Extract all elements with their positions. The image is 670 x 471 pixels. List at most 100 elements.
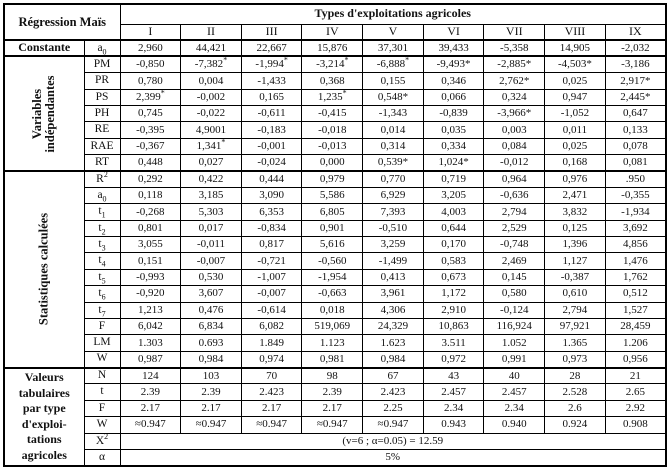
row-label-f: F	[83, 399, 121, 418]
cell-t-2-II: 0,017	[180, 219, 242, 238]
cell-a-0-VI: 3,205	[422, 186, 485, 205]
row-label-re: RE	[83, 121, 121, 139]
cell-f-VI: 2.34	[422, 399, 485, 418]
cell-t-1-VIII: 3,832	[544, 203, 606, 221]
cell-ps-VI: 0,066	[422, 88, 485, 107]
cell-a-0-VIII: 2,471	[544, 186, 606, 205]
cell-t-5-I: -0,993	[119, 268, 182, 287]
cell-pm-IX: -3,186	[604, 55, 667, 74]
cell-lm-I: 1.303	[119, 334, 182, 352]
cell-re-VI: 0,035	[422, 121, 485, 139]
cell-f-V: 2.25	[362, 399, 424, 418]
cell-ps-IX: 2,445*	[604, 88, 667, 107]
cell-f-VIII: 2.6	[544, 399, 606, 418]
cell-r-2-IX: .950	[604, 169, 667, 188]
table-row: Statistiques calculées R2 0,292 0,422 0,444 0…	[3, 169, 667, 368]
cell-re-IX: 0,133	[604, 121, 667, 139]
cell-t-2-V: -0,510	[362, 219, 424, 238]
cell-rae-IV: -0,013	[301, 137, 364, 156]
cell-pm-V: -6,888*	[362, 55, 424, 74]
cell-n-IX: 21	[604, 366, 667, 385]
table-corner-title: Régression Maïs	[3, 3, 121, 41]
cell-t-1-II: 5,303	[180, 203, 242, 221]
cell-w-II: ≈0.947	[180, 416, 242, 434]
cell-w-IV: 0,981	[301, 350, 364, 369]
cell-w-V: 0,984	[362, 350, 424, 369]
cell-rae-IX: 0,078	[604, 137, 667, 156]
row-label-lm: LM	[83, 334, 121, 352]
cell-t-6-IV: -0,663	[301, 285, 364, 303]
row-label-: α	[83, 448, 121, 467]
cell-rt-II: 0,027	[180, 154, 242, 172]
cell-pm-II: -7,382*	[180, 55, 242, 74]
cell-a-0-VIII: 14,905	[544, 38, 606, 57]
cell-w-III: ≈0.947	[240, 416, 303, 434]
table-row: PS 2,399* -0,002 0,165 1,235* 0,548* 0,066 0,32…	[4, 88, 667, 107]
cell-pr-VII: 2,762*	[483, 72, 546, 90]
cell-ps-II: -0,002	[180, 88, 242, 107]
cell-t-1-I: -0,268	[119, 203, 182, 221]
table-row: t5 -0,993 0,530 -1,007 -1,954 0,413 0,673 0,145…	[4, 268, 667, 287]
cell-ph-V: -1,343	[362, 104, 424, 123]
cell-f-II: 6,834	[180, 317, 242, 336]
cell-ph-II: -0,022	[180, 104, 242, 123]
row-label-t-1: t1	[83, 203, 121, 221]
row-label-rae: RAE	[83, 137, 121, 156]
cell-t-V: 2.423	[362, 383, 424, 401]
cell-n-VII: 40	[483, 366, 546, 385]
group-label-text: Statistiques calculées	[36, 213, 51, 326]
cell-t-5-V: 0,413	[362, 268, 424, 287]
merged-cell-x-2: (v=6 ; α=0.05) = 12.59	[119, 432, 667, 450]
cell-t-5-VI: 0,673	[422, 268, 485, 287]
cell-t-II: 2.39	[180, 383, 242, 401]
cell-a-0-II: 44,421	[180, 38, 242, 57]
row-label-ps: PS	[83, 88, 121, 107]
cell-ph-IV: -0,415	[301, 104, 364, 123]
cell-n-II: 103	[180, 366, 242, 385]
cell-ps-V: 0,548*	[362, 88, 424, 107]
cell-t-1-III: 6,353	[240, 203, 303, 221]
cell-a-0-VI: 39,433	[422, 38, 485, 57]
cell-a-0-III: 22,667	[240, 38, 303, 57]
cell-re-VIII: 0,011	[544, 121, 606, 139]
cell-t-6-III: -0,007	[240, 285, 303, 303]
cell-t-2-I: 0,801	[119, 219, 182, 238]
cell-ph-VIII: -1,052	[544, 104, 606, 123]
table-row: t 2.39 2.39 2.423 2.39 2.423 2.457 2.457 2.528 2.…	[4, 383, 667, 401]
cell-f-IX: 28,459	[604, 317, 667, 336]
cell-a-0-V: 6,929	[362, 186, 424, 205]
cell-rae-VI: 0,334	[422, 137, 485, 156]
row-label-w: W	[83, 350, 121, 369]
cell-n-I: 124	[119, 366, 182, 385]
cell-rt-VI: 1,024*	[422, 154, 485, 172]
cell-a-0-VII: -5,358	[483, 38, 546, 57]
cell-lm-VIII: 1.365	[544, 334, 606, 352]
row-label-r-2: R2	[83, 169, 121, 188]
cell-t-4-VII: 2,469	[483, 252, 546, 270]
cell-r-2-I: 0,292	[119, 169, 182, 188]
cell-r-2-VII: 0,964	[483, 169, 546, 188]
cell-t-4-III: -0,721	[240, 252, 303, 270]
cell-f-VI: 10,863	[422, 317, 485, 336]
cell-t-6-IX: 0,512	[604, 285, 667, 303]
column-header-VII: VII	[483, 23, 546, 41]
row-label-t-7: t7	[83, 301, 121, 319]
cell-pr-V: 0,155	[362, 72, 424, 90]
cell-t-I: 2.39	[119, 383, 182, 401]
table-row: X2 (v=6 ; α=0.05) = 12.59	[4, 432, 667, 450]
cell-t-3-I: 3,055	[119, 235, 182, 254]
table-row: RT 0,448 0,027 -0,024 0,000 0,539* 1,024* -0,01…	[4, 154, 667, 172]
cell-t-2-VI: 0,644	[422, 219, 485, 238]
group-label-valeurs-tabulaires-par-type-d-exploitations-agricoles: Valeurs tabulaires par type d'exploi-tation…	[3, 366, 85, 467]
cell-f-III: 2.17	[240, 399, 303, 418]
cell-f-IV: 2.17	[301, 399, 364, 418]
cell-re-I: -0,395	[119, 121, 182, 139]
table-row: RAE -0,367 1,341* -0,001 -0,013 0,314 0,334 0,0…	[4, 137, 667, 156]
cell-w-II: 0,984	[180, 350, 242, 369]
row-label-t-6: t6	[83, 285, 121, 303]
cell-w-VI: 0,972	[422, 350, 485, 369]
cell-t-IX: 2.65	[604, 383, 667, 401]
group-label-statistiques-calcul-es: Statistiques calculées	[3, 170, 85, 368]
cell-t-6-VII: 0,580	[483, 285, 546, 303]
cell-f-IV: 519,069	[301, 317, 364, 336]
